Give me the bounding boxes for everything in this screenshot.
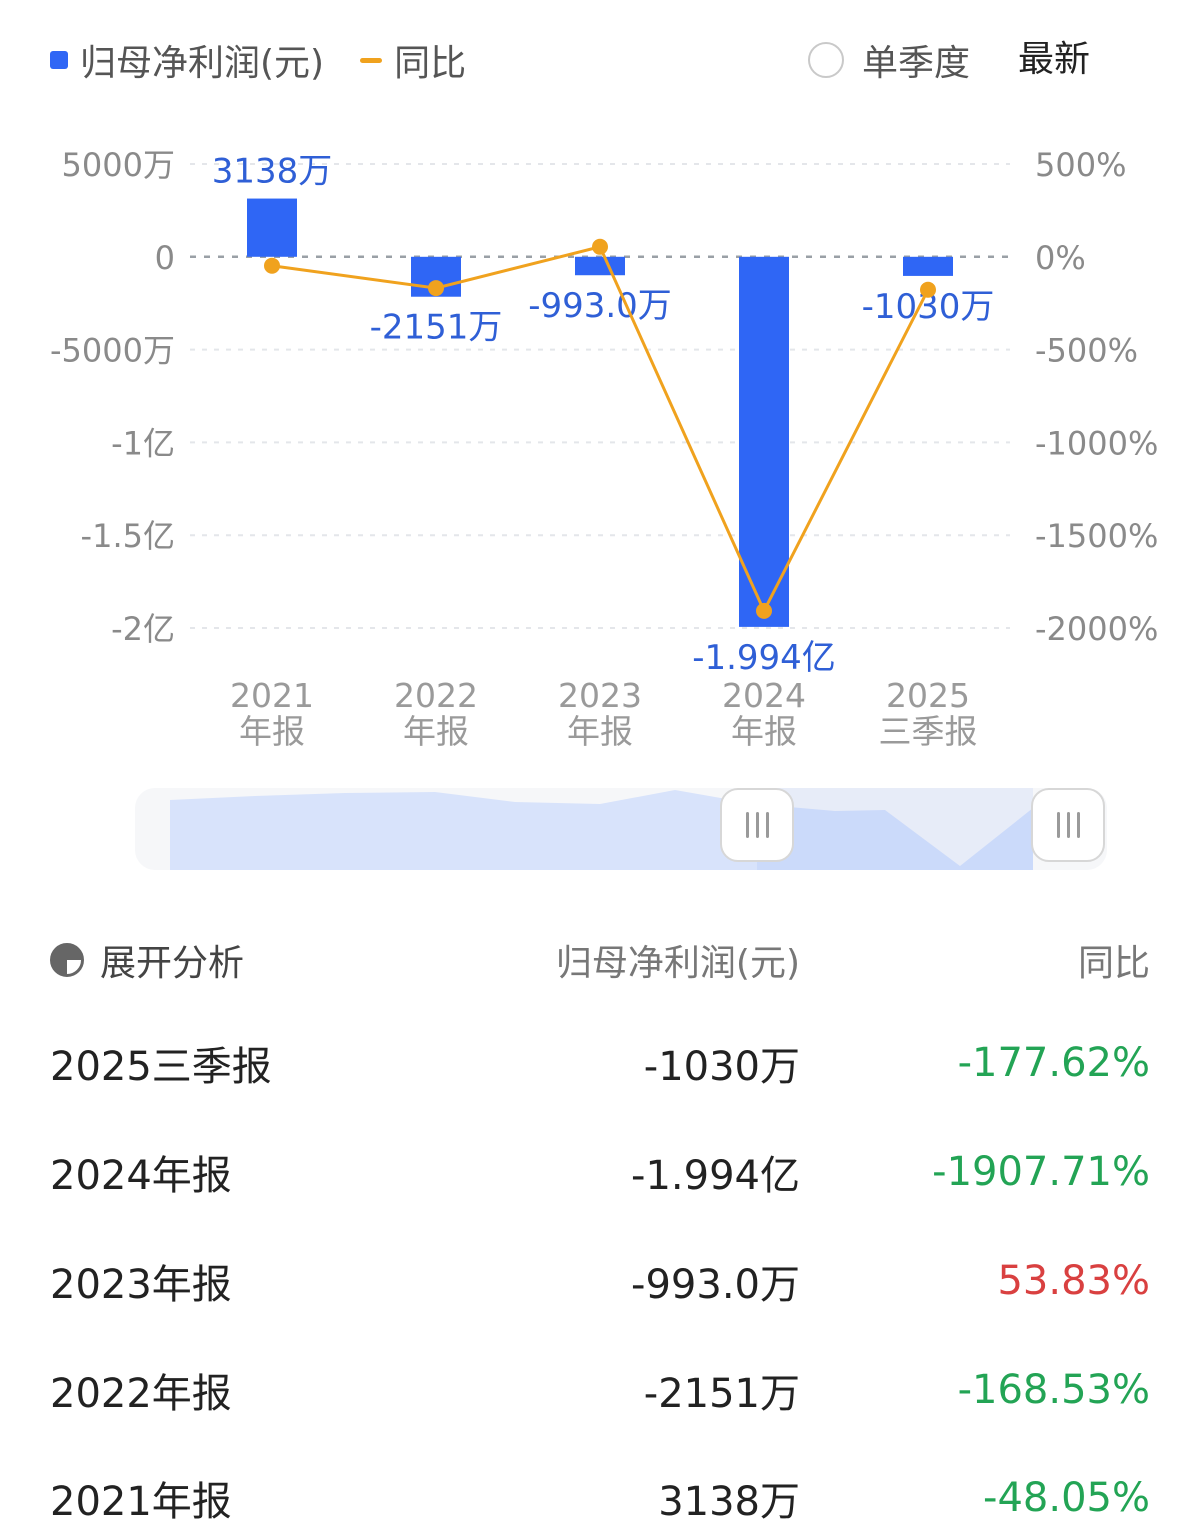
row-yoy: 53.83% [997,1258,1150,1304]
radio-circle-icon[interactable] [807,42,844,78]
bar-data-label: 3138万 [212,152,333,192]
bar-data-label: -1.994亿 [692,638,836,678]
row-period: 2024年报 [50,1153,232,1199]
grip-icon [1056,812,1080,838]
x-tick-label: 年报 [731,712,797,751]
yoy-point [264,257,280,274]
legend-yoy-label: 同比 [394,43,467,84]
bar [903,256,953,276]
y-left-tick-label: 0 [155,239,175,277]
header-value: 归母净利润(元) [555,943,800,984]
y-right-tick-label: 500% [1035,146,1126,184]
bar [247,198,297,257]
bar-data-label: -2151万 [370,308,503,348]
row-yoy: -48.05% [983,1475,1150,1521]
header-yoy: 同比 [1077,943,1150,984]
row-value: 3138万 [658,1479,800,1525]
x-tick-label: 2025 [886,676,970,715]
x-tick-label: 三季报 [879,712,978,751]
expand-analysis-link[interactable]: 展开分析 [100,943,245,984]
x-tick-label: 年报 [239,712,305,751]
legend-bar-swatch [50,51,68,69]
yoy-point [592,238,608,255]
y-left-tick-label: -5000万 [50,332,175,370]
x-tick-label: 年报 [567,712,633,751]
yoy-point [428,280,444,297]
legend-profit-label: 归母净利润(元) [80,43,325,84]
range-slider[interactable] [135,788,1107,870]
profit-chart: 5000万 0 -5000万 -1亿 -1.5亿 -2亿 500% 0% -500% -1000%… [50,146,1158,751]
bar [575,256,625,276]
table-row[interactable]: 2022年报 -2151万 -168.53% [50,1350,1150,1430]
latest-button[interactable]: 最新 [1017,39,1090,80]
y-right-tick-label: -500% [1035,332,1138,370]
bar [739,256,789,627]
row-value: -2151万 [643,1371,800,1417]
yoy-point [756,602,772,619]
table-row[interactable]: 2021年报 3138万 -48.05% [50,1458,1150,1538]
slider-preview-area [170,790,1033,870]
single-quarter-label: 单季度 [861,43,970,84]
table-row[interactable]: 2024年报 -1.994亿 -1907.71% [50,1132,1150,1212]
slider-left-handle[interactable] [720,788,794,862]
row-value: -1.994亿 [631,1153,800,1199]
table-header: 展开分析 归母净利润(元) 同比 [50,925,1150,995]
single-quarter-toggle[interactable]: 单季度 [807,30,970,90]
chart-legend: 归母净利润(元) 同比 [50,30,466,90]
legend-line-swatch [360,57,383,63]
table-row[interactable]: 2025三季报 -1030万 -177.62% [50,1023,1150,1103]
y-right-tick-label: 0% [1035,239,1086,277]
x-tick-label: 2024 [722,676,806,715]
row-period: 2023年报 [50,1262,232,1308]
table-row[interactable]: 2023年报 -993.0万 53.83% [50,1241,1150,1321]
row-value: -993.0万 [631,1262,800,1308]
bar-data-label: -993.0万 [528,286,672,326]
y-right-tick-label: -2000% [1035,610,1158,648]
yoy-point [920,281,936,298]
x-tick-label: 年报 [403,712,469,751]
x-tick-label: 2022 [394,676,478,715]
row-period: 2022年报 [50,1371,232,1417]
pie-chart-icon[interactable] [50,943,84,977]
row-yoy: -168.53% [957,1367,1150,1413]
x-tick-label: 2021 [230,676,314,715]
y-right-tick-label: -1000% [1035,424,1158,462]
slider-selected-area [757,788,1033,870]
grip-icon [745,812,769,838]
row-period: 2021年报 [50,1479,232,1525]
y-right-tick-label: -1500% [1035,517,1158,555]
slider-right-handle[interactable] [1031,788,1105,862]
y-left-tick-label: -1.5亿 [81,517,175,555]
row-yoy: -1907.71% [932,1149,1150,1195]
slider-preview [170,788,1033,870]
y-left-tick-label: 5000万 [62,146,175,184]
x-tick-label: 2023 [558,676,642,715]
y-left-tick-label: -1亿 [111,424,175,462]
row-period: 2025三季报 [50,1044,272,1090]
y-left-tick-label: -2亿 [111,610,175,648]
row-yoy: -177.62% [957,1040,1150,1086]
row-value: -1030万 [643,1044,800,1090]
